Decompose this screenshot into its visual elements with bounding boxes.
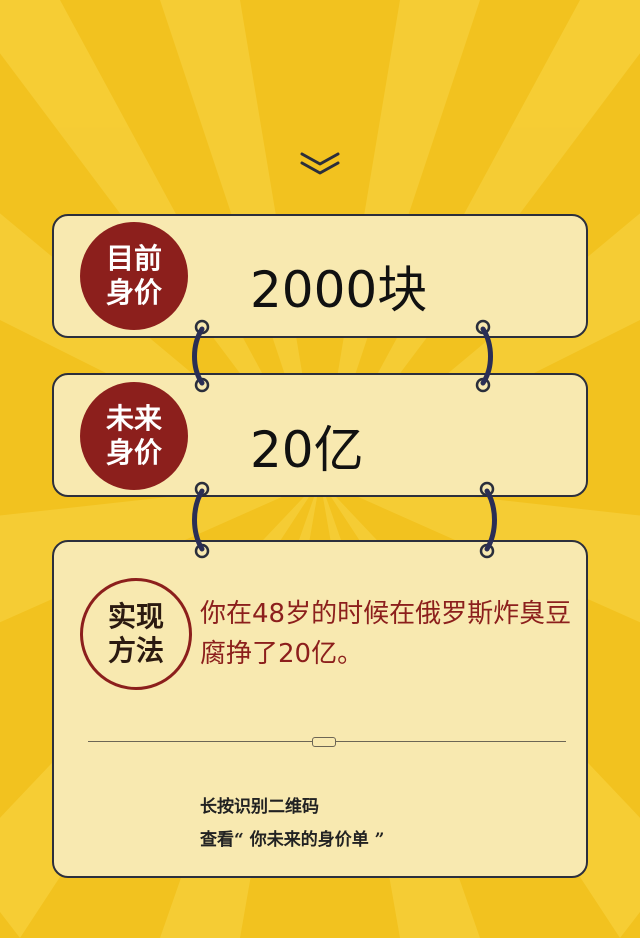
method-description: 你在48岁的时候在俄罗斯炸臭豆腐挣了20亿。 [200,599,572,669]
method-badge-line2: 方法 [107,634,164,667]
future-worth-badge-line1: 未来 [105,402,162,435]
qr-instruction[interactable]: 长按识别二维码 [200,797,319,817]
current-worth-badge-line2: 身价 [105,276,162,309]
divider-ornament [312,737,336,747]
qr-subtitle: 查看“ 你未来的身价单 ” [200,830,385,850]
method-badge: 实现 方法 [80,578,192,690]
current-worth-badge-line1: 目前 [105,242,162,275]
current-worth-value: 2000块 [250,261,428,319]
method-badge-line1: 实现 [107,600,164,633]
future-worth-badge-line2: 身价 [105,436,162,469]
current-worth-badge: 目前 身价 [80,222,188,330]
double-chevron-down-icon [300,152,340,175]
future-worth-badge: 未来 身价 [80,382,188,490]
future-worth-value: 20亿 [250,421,364,479]
